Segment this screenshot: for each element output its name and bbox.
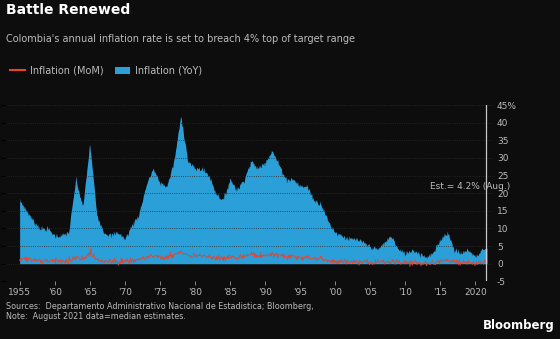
- Text: Est.= 4.2% (Aug.): Est.= 4.2% (Aug.): [430, 182, 510, 191]
- Text: Colombia's annual inflation rate is set to breach 4% top of target range: Colombia's annual inflation rate is set …: [6, 34, 354, 44]
- Text: Sources:  Departamento Administrativo Nacional de Estadistica; Bloomberg,
Note: : Sources: Departamento Administrativo Nac…: [6, 302, 313, 321]
- Text: Battle Renewed: Battle Renewed: [6, 3, 130, 17]
- Text: Bloomberg: Bloomberg: [483, 319, 554, 332]
- Legend: Inflation (MoM), Inflation (YoY): Inflation (MoM), Inflation (YoY): [11, 66, 202, 76]
